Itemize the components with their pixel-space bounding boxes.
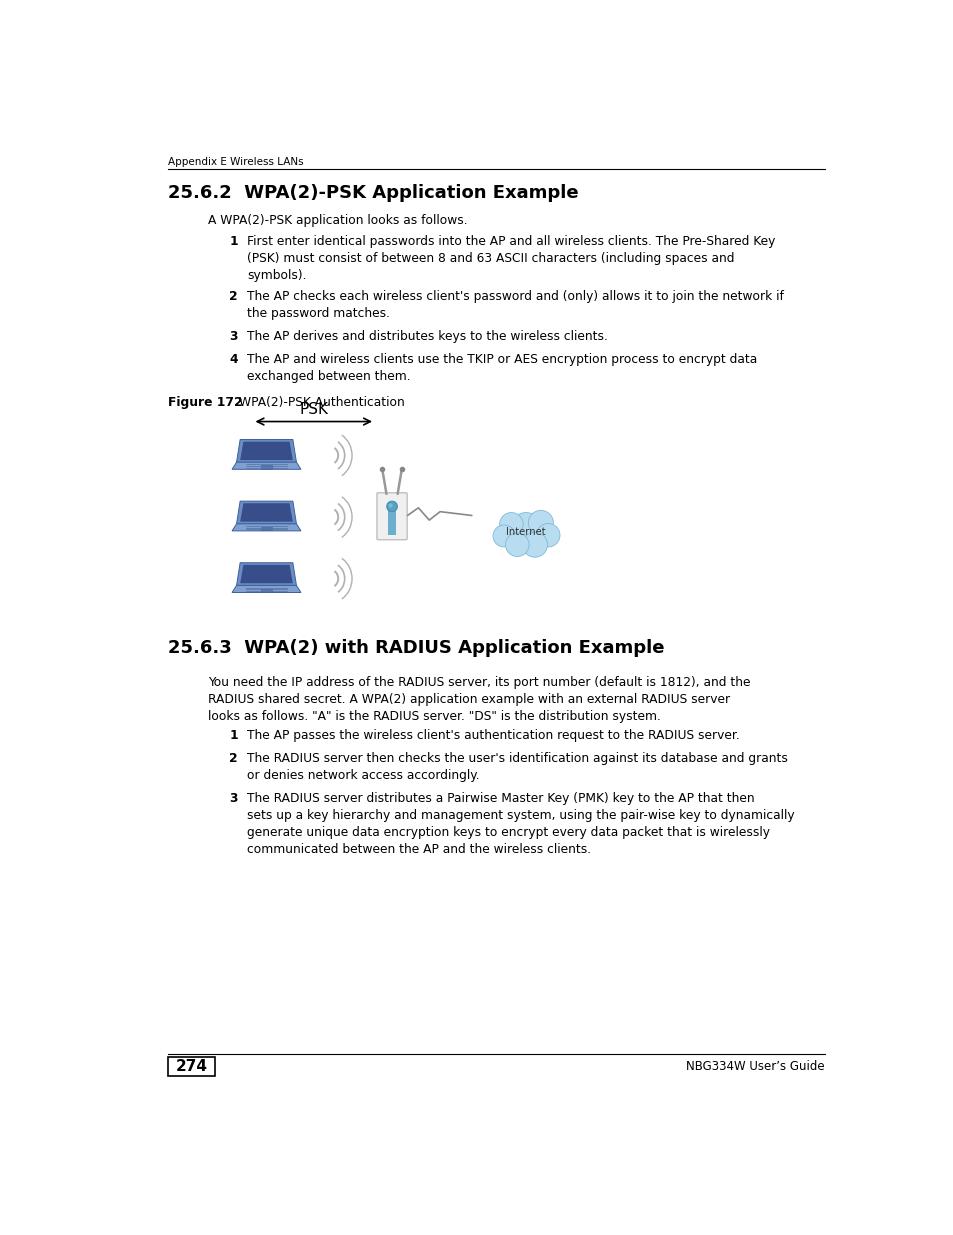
Text: 2: 2 [229,752,237,766]
Text: 25.6.2  WPA(2)-PSK Application Example: 25.6.2 WPA(2)-PSK Application Example [168,184,578,203]
Text: WPA(2)-PSK Authentication: WPA(2)-PSK Authentication [239,396,405,409]
Text: A WPA(2)-PSK application looks as follows.: A WPA(2)-PSK application looks as follow… [208,214,468,227]
Text: The AP checks each wireless client's password and (only) allows it to join the n: The AP checks each wireless client's pas… [247,290,783,320]
Bar [388,510,395,535]
Text: Internet: Internet [506,526,545,536]
Text: 3: 3 [229,792,237,804]
Bar [261,589,272,592]
Text: The RADIUS server distributes a Pairwise Master Key (PMK) key to the AP that the: The RADIUS server distributes a Pairwise… [247,792,794,856]
Text: Appendix E Wireless LANs: Appendix E Wireless LANs [168,157,303,168]
Bar [261,527,272,530]
Text: 1: 1 [229,729,237,742]
Circle shape [493,525,515,547]
Polygon shape [236,440,296,462]
Text: 2: 2 [229,290,237,304]
Text: PSK: PSK [299,401,328,417]
Text: 1: 1 [229,235,237,248]
Polygon shape [232,585,300,593]
FancyBboxPatch shape [168,1057,214,1076]
Polygon shape [232,524,300,531]
Circle shape [388,504,393,508]
Text: The AP derives and distributes keys to the wireless clients.: The AP derives and distributes keys to t… [247,330,607,342]
Polygon shape [236,563,296,585]
Circle shape [505,534,529,557]
Circle shape [528,510,553,535]
Polygon shape [240,564,293,583]
Polygon shape [240,442,293,461]
Polygon shape [240,503,293,521]
Text: First enter identical passwords into the AP and all wireless clients. The Pre-Sh: First enter identical passwords into the… [247,235,775,283]
Circle shape [386,501,397,511]
Circle shape [499,513,522,536]
Text: Figure 172: Figure 172 [168,396,242,409]
Text: 3: 3 [229,330,237,342]
Text: The AP passes the wireless client's authentication request to the RADIUS server.: The AP passes the wireless client's auth… [247,729,740,742]
Text: The RADIUS server then checks the user's identification against its database and: The RADIUS server then checks the user's… [247,752,787,782]
Circle shape [510,513,541,545]
Polygon shape [236,501,296,524]
Text: 4: 4 [229,353,237,366]
Text: NBG334W User’s Guide: NBG334W User’s Guide [685,1060,823,1073]
Polygon shape [232,462,300,469]
Text: The AP and wireless clients use the TKIP or AES encryption process to encrypt da: The AP and wireless clients use the TKIP… [247,353,757,383]
Text: 274: 274 [175,1058,207,1074]
Circle shape [536,524,559,547]
Text: 25.6.3  WPA(2) with RADIUS Application Example: 25.6.3 WPA(2) with RADIUS Application Ex… [168,640,664,657]
Bar [261,466,272,468]
FancyBboxPatch shape [376,493,407,540]
Circle shape [522,532,547,557]
Text: You need the IP address of the RADIUS server, its port number (default is 1812),: You need the IP address of the RADIUS se… [208,677,750,724]
